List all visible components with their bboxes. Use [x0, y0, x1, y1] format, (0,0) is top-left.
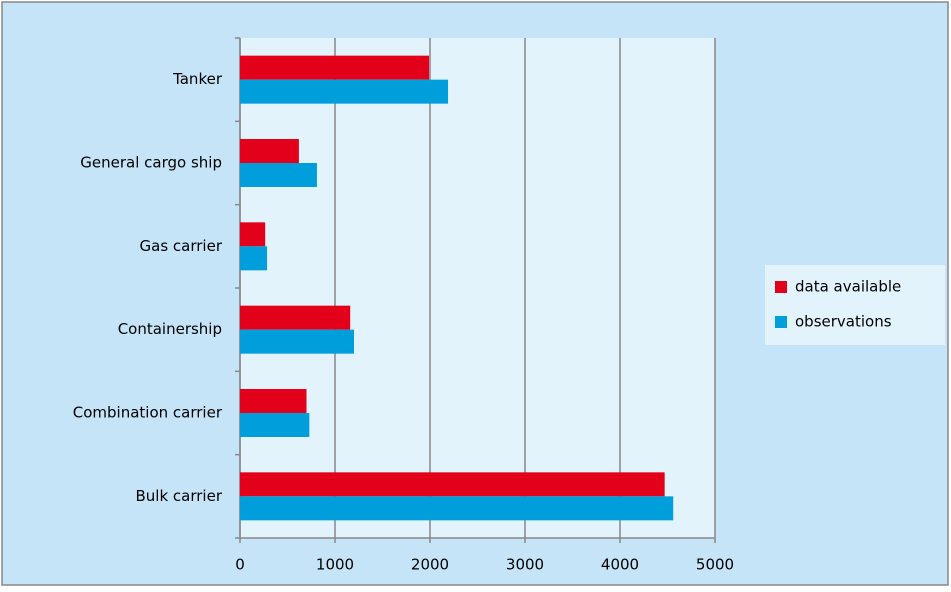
x-tick-label: 5000 [696, 556, 734, 574]
y-tick-label: Tanker [172, 70, 223, 88]
bar [240, 329, 354, 354]
x-tick-label: 4000 [601, 556, 639, 574]
bar [240, 163, 317, 187]
legend-swatch [775, 316, 787, 328]
legend-label: data available [795, 278, 901, 296]
bar [240, 472, 665, 497]
x-tick-label: 1000 [316, 556, 354, 574]
bar [240, 246, 268, 271]
bar [240, 496, 674, 521]
bar [240, 413, 310, 437]
bar [240, 55, 430, 80]
y-tick-label: Bulk carrier [136, 487, 223, 505]
bar [240, 79, 449, 104]
bar [240, 305, 351, 330]
bar [240, 139, 299, 163]
y-tick-label: Gas carrier [140, 237, 223, 255]
y-tick-label: Combination carrier [73, 404, 223, 422]
legend-label: observations [795, 313, 892, 331]
legend-box [765, 265, 945, 345]
x-tick-label: 0 [235, 556, 245, 574]
bar [240, 222, 266, 247]
bar [240, 389, 307, 413]
y-tick-label: General cargo ship [80, 154, 222, 172]
y-tick-label: Containership [118, 320, 222, 338]
plot-area [240, 38, 715, 538]
x-tick-label: 3000 [506, 556, 544, 574]
legend-swatch [775, 281, 787, 293]
x-tick-label: 2000 [411, 556, 449, 574]
